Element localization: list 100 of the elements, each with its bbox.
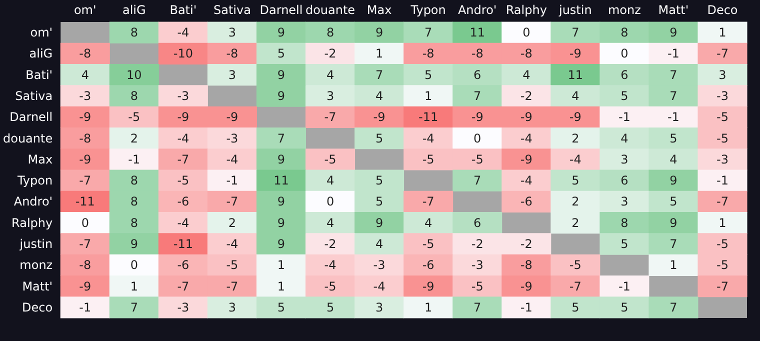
data-label: 3 xyxy=(228,26,236,40)
data-label: -7 xyxy=(716,194,728,209)
data-label: -8 xyxy=(471,46,484,61)
data-label: 4 xyxy=(326,216,334,230)
data-label: 5 xyxy=(620,237,628,251)
data-label: 2 xyxy=(572,194,580,209)
y-tick-label: Andro' xyxy=(14,194,53,209)
data-label: -4 xyxy=(422,131,434,146)
data-label: -5 xyxy=(324,152,336,166)
data-label: 6 xyxy=(620,68,628,82)
data-label: -8 xyxy=(422,46,434,61)
data-label: -7 xyxy=(422,194,434,209)
data-label: -5 xyxy=(422,237,434,251)
data-label: 8 xyxy=(620,26,628,40)
data-label: -2 xyxy=(520,237,532,251)
data-label: 4 xyxy=(620,131,628,146)
data-label: -4 xyxy=(177,26,190,40)
data-label: 2 xyxy=(228,216,236,230)
data-label: 1 xyxy=(375,46,384,61)
x-tick-label: justin xyxy=(558,3,592,17)
data-label: 7 xyxy=(474,89,482,103)
y-tick-label: douante xyxy=(2,131,53,146)
data-label: 8 xyxy=(130,174,138,188)
data-label: -5 xyxy=(716,237,728,251)
data-label: -8 xyxy=(79,46,92,61)
data-label: -4 xyxy=(520,131,532,146)
data-label: -1 xyxy=(618,110,630,124)
y-tick-label: Max xyxy=(28,152,53,166)
data-label: 11 xyxy=(470,26,485,40)
data-label: 5 xyxy=(277,46,286,61)
data-label: 6 xyxy=(474,216,482,230)
data-label: -7 xyxy=(716,46,728,61)
y-tick-label: Typon xyxy=(16,174,53,188)
data-label: -8 xyxy=(79,131,92,146)
data-label: -5 xyxy=(471,279,484,294)
data-label: -7 xyxy=(177,152,190,166)
data-label: 5 xyxy=(375,131,384,146)
data-label: -3 xyxy=(226,131,238,146)
data-label: 1 xyxy=(130,279,138,294)
data-label: 4 xyxy=(522,68,530,82)
data-label: 5 xyxy=(620,300,628,314)
data-label: -7 xyxy=(716,279,728,294)
data-label: -7 xyxy=(177,279,190,294)
data-label: 5 xyxy=(670,131,678,146)
data-label: 7 xyxy=(474,174,482,188)
data-label: 1 xyxy=(718,26,726,40)
data-label: 5 xyxy=(620,89,628,103)
data-label: -5 xyxy=(716,131,728,146)
data-label: 7 xyxy=(670,89,678,103)
x-tick-label: Ralphy xyxy=(506,3,547,17)
data-label: -5 xyxy=(128,110,140,124)
x-tick-label: Bati' xyxy=(170,3,197,17)
data-label: -9 xyxy=(520,279,532,294)
data-label: 4 xyxy=(424,216,432,230)
data-label: -3 xyxy=(177,89,190,103)
data-label: 0 xyxy=(620,46,628,61)
data-label: -5 xyxy=(471,152,484,166)
data-label: -5 xyxy=(422,152,434,166)
data-label: -3 xyxy=(373,258,386,272)
data-label: 1 xyxy=(718,216,726,230)
data-label: -9 xyxy=(520,110,532,124)
data-label: -1 xyxy=(716,174,728,188)
data-label: 8 xyxy=(130,194,138,209)
data-label: 8 xyxy=(620,216,628,230)
data-label: 10 xyxy=(126,68,142,82)
x-tick-label: Max xyxy=(366,3,392,17)
data-label: -3 xyxy=(177,300,190,314)
y-tick-label: Ralphy xyxy=(12,216,53,230)
data-label: -9 xyxy=(79,279,92,294)
data-label: 3 xyxy=(375,300,384,314)
data-label: -4 xyxy=(177,216,190,230)
y-tick-label: Sativa xyxy=(15,89,53,103)
data-label: -5 xyxy=(177,174,190,188)
data-label: -9 xyxy=(373,110,386,124)
data-label: 4 xyxy=(326,68,334,82)
data-label: -9 xyxy=(79,110,92,124)
data-label: -6 xyxy=(520,194,532,209)
data-label: 6 xyxy=(620,174,628,188)
y-tick-label: monz xyxy=(20,258,53,272)
data-label: 9 xyxy=(670,216,678,230)
data-label: -8 xyxy=(520,258,532,272)
y-tick-label: aliG xyxy=(29,46,53,61)
data-label: 7 xyxy=(375,68,384,82)
x-tick-label: om' xyxy=(74,3,96,17)
data-label: 9 xyxy=(375,216,384,230)
data-label: -2 xyxy=(520,89,532,103)
x-tick-label: douante xyxy=(305,3,356,17)
data-label: 9 xyxy=(130,237,138,251)
data-label: -7 xyxy=(79,237,92,251)
y-tick-label: Bati' xyxy=(26,68,53,82)
data-label: -11 xyxy=(75,194,95,209)
data-label: 3 xyxy=(228,68,236,82)
data-label: 7 xyxy=(277,131,286,146)
data-label: 8 xyxy=(326,26,334,40)
data-label: 2 xyxy=(572,131,580,146)
y-tick-label: Darnell xyxy=(10,110,53,124)
data-label: 1 xyxy=(670,258,678,272)
data-label: 0 xyxy=(522,26,530,40)
data-label: 5 xyxy=(277,300,286,314)
data-label: 4 xyxy=(670,152,678,166)
